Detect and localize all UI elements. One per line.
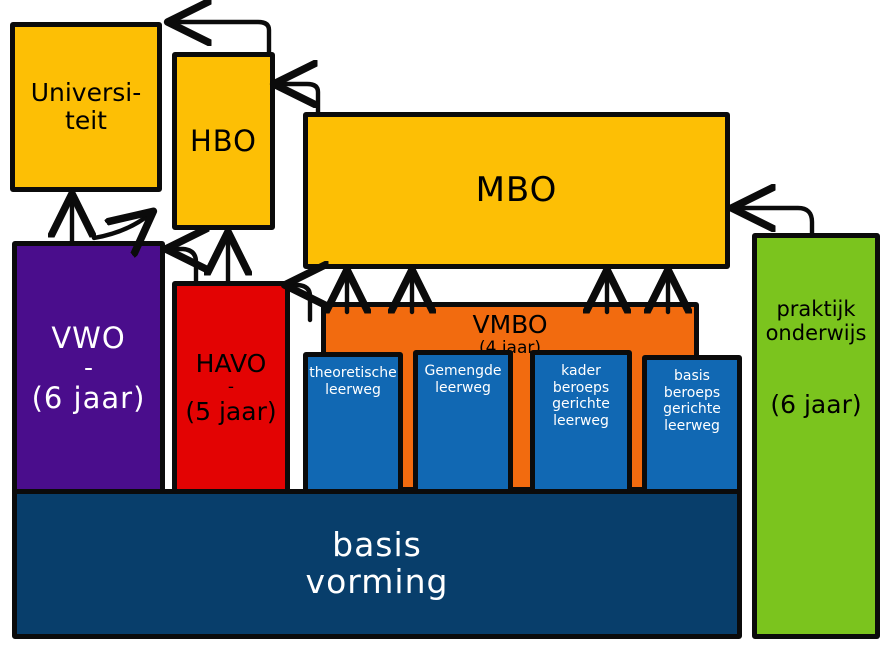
vmbo-pathway-basis-line2: beroeps — [663, 384, 721, 401]
vmbo-pathway-kader-line3: gerichte — [552, 396, 610, 413]
vmbo-pathway-basis-line4: leerweg — [664, 417, 720, 434]
arrow-praktijkonderwijs-to-mbo — [736, 208, 815, 236]
vmbo-pathway-basis-line1: basis — [674, 368, 710, 384]
vmbo-pathway-theoretische-line2: leerweg — [325, 381, 381, 398]
block-mbo-label: MBO — [475, 170, 558, 211]
vmbo-pathway-theoretische[interactable]: theoretische leerweg — [303, 352, 403, 494]
arrow-hbo-to-universiteit — [172, 22, 272, 55]
arrow-vwo-to-hbo — [91, 214, 150, 238]
vmbo-pathway-theoretische-line1: theoretische — [309, 365, 397, 381]
block-basisvorming[interactable]: basis vorming — [12, 489, 742, 639]
block-praktijkonderwijs-line1: praktijk — [776, 297, 856, 321]
vmbo-pathway-kader-line1: kader — [561, 363, 601, 379]
block-hbo-label: HBO — [189, 123, 258, 158]
block-vmbo-line1: VMBO — [472, 310, 548, 339]
block-praktijkonderwijs-line2: onderwijs — [765, 320, 867, 345]
block-vwo-line3: (6 jaar) — [31, 381, 146, 415]
block-hbo[interactable]: HBO — [172, 52, 275, 230]
block-praktijkonderwijs-line3: (6 jaar) — [770, 390, 862, 420]
vmbo-pathway-gemengde-line1: Gemengde — [424, 363, 502, 379]
block-vwo[interactable]: VWO - (6 jaar) — [12, 241, 165, 495]
block-universiteit-line2: teit — [65, 106, 107, 135]
block-universiteit[interactable]: Universi- teit — [10, 22, 162, 192]
vmbo-pathway-gemengde[interactable]: Gemengde leerweg — [413, 350, 513, 494]
arrow-vmbo-to-havo — [289, 285, 310, 323]
vmbo-pathway-kader[interactable]: kader beroeps gerichte leerweg — [530, 350, 632, 496]
block-universiteit-line1: Universi- — [30, 78, 142, 107]
block-havo-line1: HAVO — [195, 349, 267, 379]
block-basisvorming-line1: basis — [332, 525, 422, 565]
vmbo-pathway-basis-line3: gerichte — [663, 401, 721, 418]
vmbo-pathway-basis[interactable]: basis beroeps gerichte leerweg — [642, 355, 742, 498]
block-vwo-line2: - — [83, 353, 94, 382]
vmbo-pathway-gemengde-line2: leerweg — [435, 379, 491, 396]
block-havo-line2: - — [227, 377, 235, 398]
block-basisvorming-line2: vorming — [305, 562, 449, 601]
block-praktijkonderwijs[interactable]: praktijk onderwijs (6 jaar) — [752, 233, 880, 639]
block-havo-line3: (5 jaar) — [185, 396, 277, 426]
arrow-havo-to-vwo — [170, 249, 196, 284]
arrow-mbo-to-hbo — [278, 84, 321, 115]
block-mbo[interactable]: MBO — [303, 112, 730, 269]
vmbo-pathway-kader-line2: beroeps — [552, 379, 610, 396]
vmbo-pathway-kader-line4: leerweg — [553, 412, 609, 429]
block-vwo-line1: VWO — [51, 320, 126, 355]
block-havo[interactable]: HAVO - (5 jaar) — [172, 281, 290, 495]
